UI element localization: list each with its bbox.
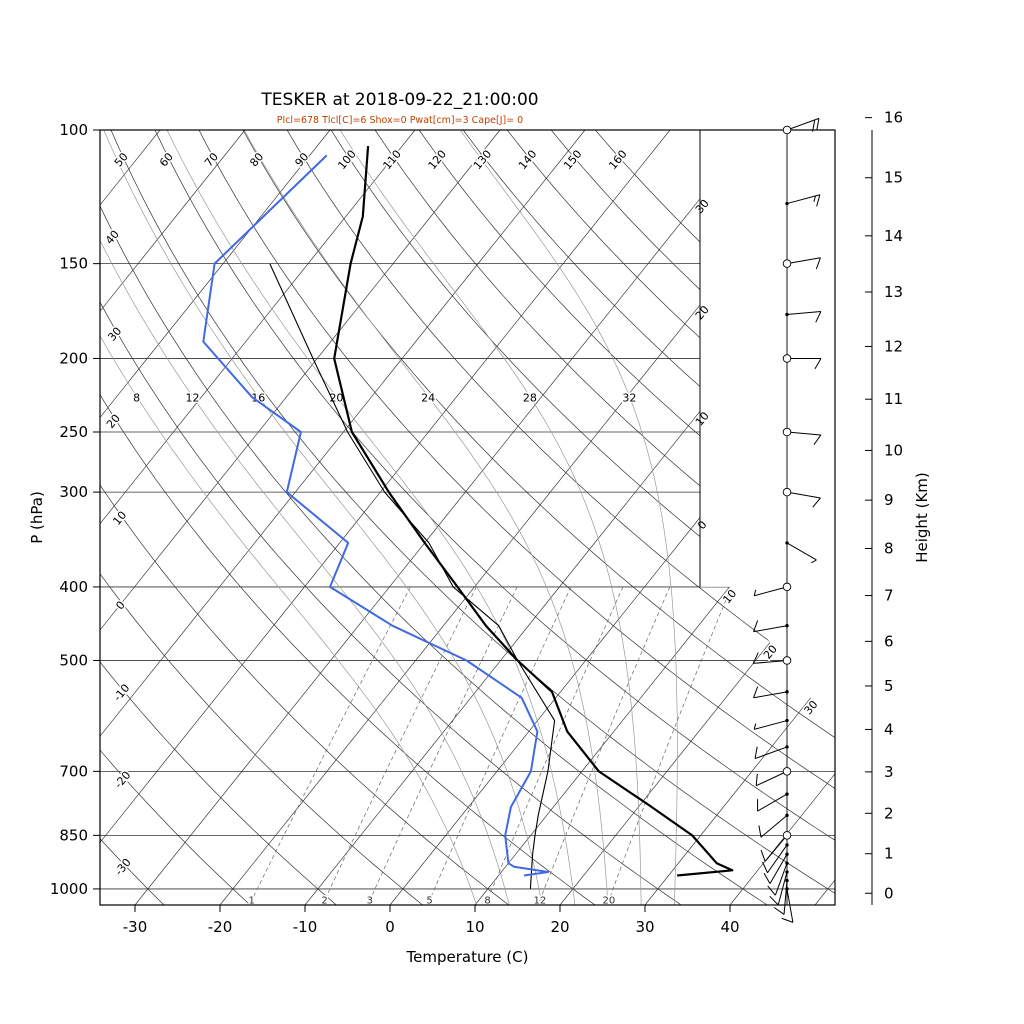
svg-text:24: 24 <box>421 391 435 404</box>
svg-text:400: 400 <box>59 578 88 596</box>
svg-text:250: 250 <box>59 423 88 441</box>
svg-text:3: 3 <box>367 895 373 906</box>
svg-text:30: 30 <box>635 918 654 936</box>
svg-text:8: 8 <box>133 391 140 404</box>
svg-text:0: 0 <box>695 518 709 532</box>
svg-text:-30: -30 <box>112 856 134 878</box>
svg-text:20: 20 <box>693 303 712 322</box>
svg-text:120: 120 <box>426 148 449 172</box>
svg-text:1: 1 <box>248 895 254 906</box>
svg-text:10: 10 <box>110 509 129 528</box>
svg-text:11: 11 <box>884 390 903 408</box>
svg-text:2: 2 <box>321 895 327 906</box>
svg-text:1000: 1000 <box>50 880 88 898</box>
svg-text:0: 0 <box>385 918 395 936</box>
svg-text:Height (Km): Height (Km) <box>913 472 931 563</box>
svg-text:150: 150 <box>561 148 584 172</box>
svg-text:40: 40 <box>720 918 739 936</box>
svg-text:20: 20 <box>602 895 615 906</box>
svg-text:-10: -10 <box>293 918 318 936</box>
svg-text:1: 1 <box>884 845 894 863</box>
svg-text:8: 8 <box>484 895 490 906</box>
svg-text:300: 300 <box>59 483 88 501</box>
svg-text:30: 30 <box>802 698 821 717</box>
svg-text:10: 10 <box>465 918 484 936</box>
svg-text:4: 4 <box>884 720 894 738</box>
svg-text:12: 12 <box>884 337 903 355</box>
svg-text:130: 130 <box>471 148 494 172</box>
svg-text:9: 9 <box>884 491 894 509</box>
svg-text:15: 15 <box>884 169 903 187</box>
svg-text:14: 14 <box>884 227 903 245</box>
svg-text:5: 5 <box>426 895 432 906</box>
svg-text:500: 500 <box>59 651 88 669</box>
svg-text:150: 150 <box>59 255 88 273</box>
svg-text:850: 850 <box>59 826 88 844</box>
svg-text:90: 90 <box>292 150 311 169</box>
svg-text:6: 6 <box>884 632 894 650</box>
svg-text:30: 30 <box>693 197 712 216</box>
svg-text:16: 16 <box>251 391 265 404</box>
svg-text:Temperature (C): Temperature (C) <box>406 948 529 966</box>
svg-text:32: 32 <box>622 391 636 404</box>
svg-text:100: 100 <box>59 121 88 139</box>
svg-text:10: 10 <box>884 441 903 459</box>
svg-text:3: 3 <box>884 763 894 781</box>
svg-text:7: 7 <box>884 587 894 605</box>
svg-text:12: 12 <box>533 895 546 906</box>
svg-text:P (hPa): P (hPa) <box>28 491 46 544</box>
svg-text:10: 10 <box>693 409 712 428</box>
svg-text:8: 8 <box>884 540 894 558</box>
svg-text:200: 200 <box>59 349 88 367</box>
svg-text:10: 10 <box>720 587 739 606</box>
svg-text:20: 20 <box>761 643 780 662</box>
svg-text:700: 700 <box>59 762 88 780</box>
svg-text:140: 140 <box>516 148 539 172</box>
svg-text:12: 12 <box>185 391 199 404</box>
svg-text:2: 2 <box>884 804 894 822</box>
svg-text:13: 13 <box>884 283 903 301</box>
svg-text:20: 20 <box>104 412 123 431</box>
svg-text:-20: -20 <box>112 769 134 791</box>
chart-title: TESKER at 2018-09-22_21:00:00 <box>261 90 539 110</box>
svg-text:-20: -20 <box>208 918 233 936</box>
svg-text:5: 5 <box>884 677 894 695</box>
svg-text:80: 80 <box>247 150 266 169</box>
svg-text:160: 160 <box>606 148 629 172</box>
svg-text:-30: -30 <box>123 918 148 936</box>
chart-subtitle: Plcl=678 Tlcl[C]=6 Shox=0 Pwat[cm]=3 Cap… <box>276 115 524 126</box>
svg-text:28: 28 <box>523 391 537 404</box>
svg-text:100: 100 <box>335 148 358 172</box>
svg-text:16: 16 <box>884 109 903 127</box>
svg-text:20: 20 <box>550 918 569 936</box>
svg-text:0: 0 <box>884 884 894 902</box>
svg-text:50: 50 <box>112 150 131 169</box>
